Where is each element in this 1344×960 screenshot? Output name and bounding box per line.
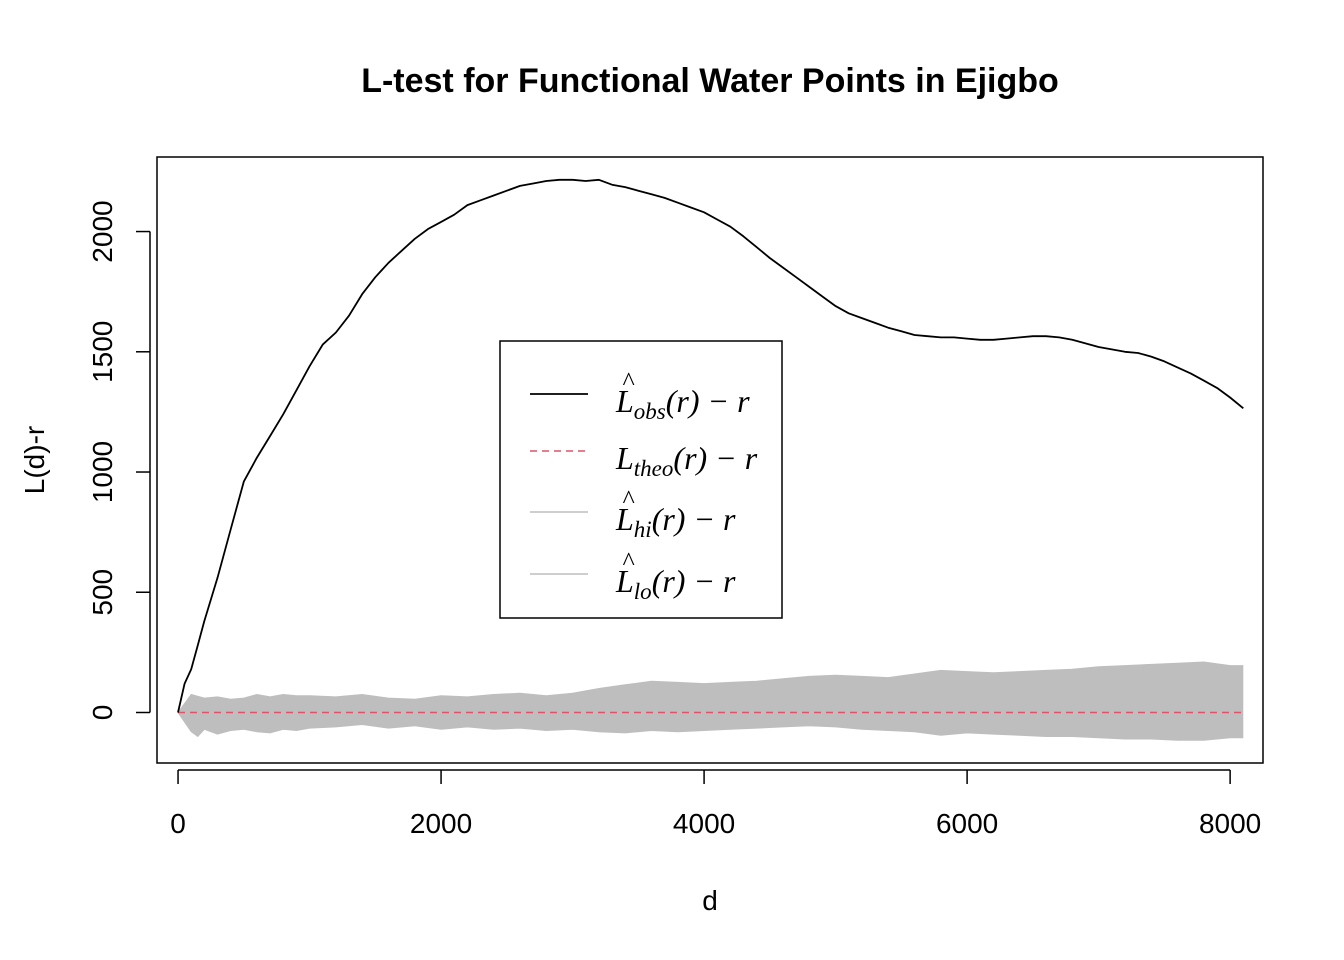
legend-label-main: L	[615, 501, 634, 537]
legend-box	[499, 340, 783, 619]
legend-label-sub: hi	[634, 517, 652, 542]
legend-label: Lhi(r) − r	[615, 501, 736, 542]
plot-area	[177, 178, 1244, 741]
legend-label-suffix: (r) − r	[673, 440, 757, 476]
y-tick-label: 2000	[87, 200, 118, 262]
legend-hat-mark: ^	[622, 547, 635, 576]
series-line-obs	[177, 178, 1244, 713]
y-axis: 0 500 1000 1500 2000	[87, 200, 151, 721]
x-axis: 0 2000 4000 6000 8000	[170, 769, 1261, 839]
x-tick-label: 6000	[936, 808, 998, 839]
legend-entry-lo: Llo(r) − r^	[530, 547, 736, 604]
legend-hat-mark: ^	[622, 367, 635, 396]
legend-label-main: L	[615, 383, 634, 419]
x-tick-label: 4000	[673, 808, 735, 839]
x-axis-label: d	[702, 885, 718, 916]
legend-label: Lobs(r) − r	[615, 383, 750, 424]
x-tick-label: 2000	[410, 808, 472, 839]
y-tick-label: 1000	[87, 441, 118, 503]
series-line-lo	[177, 712, 1244, 741]
legend-label-main: L	[615, 440, 634, 476]
x-tick-label: 8000	[1199, 808, 1261, 839]
legend-entry-obs: Lobs(r) − r^	[530, 367, 750, 424]
envelope-layer	[178, 662, 1244, 741]
chart-title: L-test for Functional Water Points in Ej…	[361, 62, 1059, 100]
y-tick-label: 0	[87, 705, 118, 721]
legend-label: Llo(r) − r	[615, 563, 736, 604]
legend-entry-hi: Lhi(r) − r^	[530, 485, 736, 542]
legend-label: Ltheo(r) − r	[615, 440, 758, 481]
y-axis-label: L(d)-r	[19, 426, 50, 494]
legend-entry-theo: Ltheo(r) − r	[530, 440, 758, 481]
legend-label-sub: obs	[634, 399, 666, 424]
envelope-band	[178, 662, 1244, 741]
plot-frame	[156, 156, 1264, 764]
legend-label-suffix: (r) − r	[652, 563, 736, 599]
legend-label-suffix: (r) − r	[652, 501, 736, 537]
legend-label-main: L	[615, 563, 634, 599]
legend-label-sub: theo	[634, 456, 674, 481]
legend-label-sub: lo	[634, 579, 652, 604]
legend-hat-mark: ^	[622, 485, 635, 514]
series-line-hi	[177, 661, 1244, 713]
y-tick-label: 1500	[87, 321, 118, 383]
x-tick-label: 0	[170, 808, 186, 839]
series-layer	[177, 178, 1244, 741]
y-tick-label: 500	[87, 569, 118, 616]
legend-label-suffix: (r) − r	[666, 383, 750, 419]
